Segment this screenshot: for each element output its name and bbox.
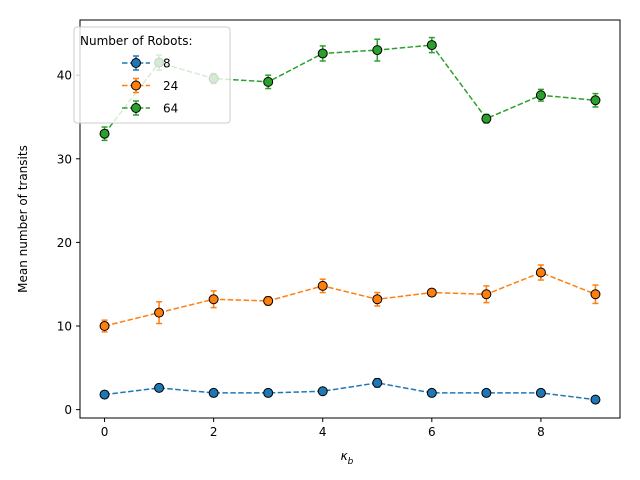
- data-point: [590, 289, 601, 300]
- legend-entry-8: 8: [122, 55, 171, 71]
- data-point: [481, 289, 492, 300]
- data-point: [99, 389, 110, 400]
- legend-label: 24: [163, 79, 178, 93]
- data-point: [317, 386, 328, 397]
- series-24: [99, 264, 601, 333]
- y-axis-label: Mean number of transits: [16, 145, 30, 293]
- legend-label: 64: [163, 102, 178, 116]
- legend-title: Number of Robots:: [80, 34, 193, 48]
- data-point: [372, 45, 383, 56]
- data-point: [372, 294, 383, 305]
- legend-label: 8: [163, 57, 171, 71]
- data-point: [208, 294, 219, 305]
- data-point: [263, 387, 274, 398]
- x-tick-label: 4: [319, 425, 327, 439]
- series-line-8: [104, 382, 596, 401]
- legend: Number of Robots: 8 24 64: [73, 26, 231, 124]
- legend-marker: [131, 58, 141, 68]
- legend-marker: [131, 80, 141, 91]
- legend-entry-24: 24: [122, 77, 178, 94]
- data-point: [481, 113, 492, 124]
- data-point: [590, 95, 601, 106]
- data-point: [481, 387, 492, 398]
- data-point: [372, 377, 383, 388]
- data-point: [317, 280, 328, 291]
- data-point: [535, 90, 546, 101]
- plot-frame: [79, 19, 621, 419]
- series-line-64: [103, 44, 596, 135]
- data-point: [426, 40, 437, 51]
- x-tick-label: 8: [537, 425, 545, 439]
- x-axis-label: κb: [341, 449, 354, 467]
- y-tick-label: 20: [57, 236, 72, 250]
- legend-entry-64: 64: [122, 100, 178, 116]
- legend-marker: [131, 103, 141, 113]
- y-tick-label: 0: [64, 403, 72, 417]
- series-64: [99, 36, 601, 142]
- y-tick-label: 10: [57, 320, 72, 334]
- series-line-24: [104, 271, 596, 327]
- data-point: [263, 76, 274, 87]
- data-point: [426, 287, 437, 298]
- legend-box: [73, 26, 231, 124]
- data-point: [535, 387, 546, 398]
- data-layer: [99, 36, 601, 405]
- data-point: [154, 382, 165, 393]
- data-point: [590, 394, 601, 405]
- data-point: [535, 267, 546, 278]
- data-point: [99, 321, 110, 332]
- data-point: [426, 387, 437, 398]
- series-8: [99, 377, 601, 405]
- data-point: [154, 307, 165, 318]
- y-tick-label: 40: [57, 69, 72, 83]
- y-tick-label: 30: [57, 152, 72, 166]
- data-point: [99, 128, 110, 139]
- data-point: [208, 387, 219, 398]
- x-tick-label: 2: [210, 425, 218, 439]
- data-point: [317, 48, 328, 59]
- x-tick-label: 6: [428, 425, 436, 439]
- x-tick-label: 0: [101, 425, 109, 439]
- data-point: [263, 295, 274, 306]
